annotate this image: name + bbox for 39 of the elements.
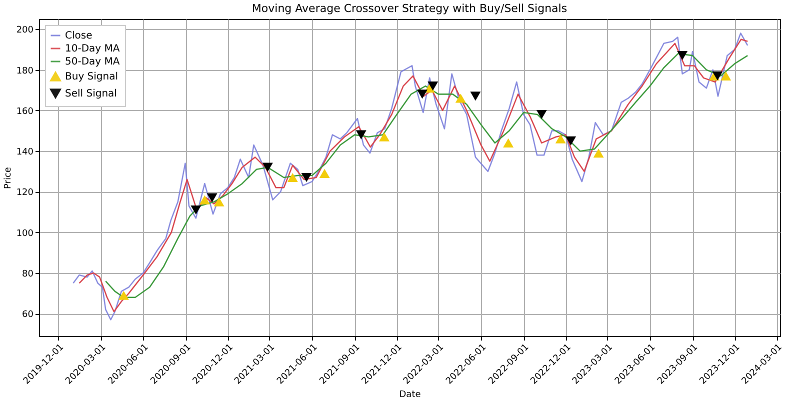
y-axis-title: Price	[3, 166, 14, 189]
point	[262, 162, 273, 172]
y-tick-label: 120	[16, 188, 34, 198]
y-tick-label: 60	[22, 310, 34, 320]
point	[455, 94, 466, 103]
point	[190, 205, 202, 215]
y-tick-label: 200	[16, 26, 34, 36]
point	[206, 193, 218, 202]
chart-title: Moving Average Crossover Strategy with Buy/Sell Signals	[252, 2, 568, 15]
legend-label: 50-Day MA	[65, 56, 120, 68]
point	[566, 136, 576, 146]
point	[536, 110, 547, 120]
y-tick-label: 140	[16, 148, 34, 158]
x-axis-title: Date	[399, 390, 422, 397]
point	[470, 92, 481, 101]
point	[287, 172, 298, 182]
y-tick-label: 180	[16, 66, 34, 76]
point	[593, 148, 604, 158]
point	[555, 134, 566, 144]
y-tick-label: 160	[16, 106, 34, 117]
point	[301, 172, 312, 182]
point	[712, 71, 723, 80]
y-tick-label: 80	[22, 270, 34, 280]
point	[416, 90, 428, 99]
legend-label: Close	[65, 30, 92, 42]
y-tick-label: 100	[16, 228, 34, 239]
point	[214, 197, 224, 206]
legend-label: 10-Day MA	[65, 44, 120, 54]
point	[379, 132, 390, 142]
point	[677, 51, 688, 60]
legend-label: Sell Signal	[65, 88, 117, 100]
point	[720, 71, 732, 80]
point	[199, 195, 210, 204]
point	[428, 82, 438, 91]
point	[118, 290, 129, 300]
legend-label: Buy Signal	[65, 72, 118, 82]
point	[503, 138, 514, 148]
point	[356, 130, 366, 140]
point	[319, 168, 330, 178]
